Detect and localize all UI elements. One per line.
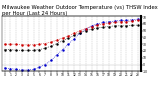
Text: Milwaukee Weather Outdoor Temperature (vs) THSW Index per Hour (Last 24 Hours): Milwaukee Weather Outdoor Temperature (v…	[2, 5, 157, 16]
